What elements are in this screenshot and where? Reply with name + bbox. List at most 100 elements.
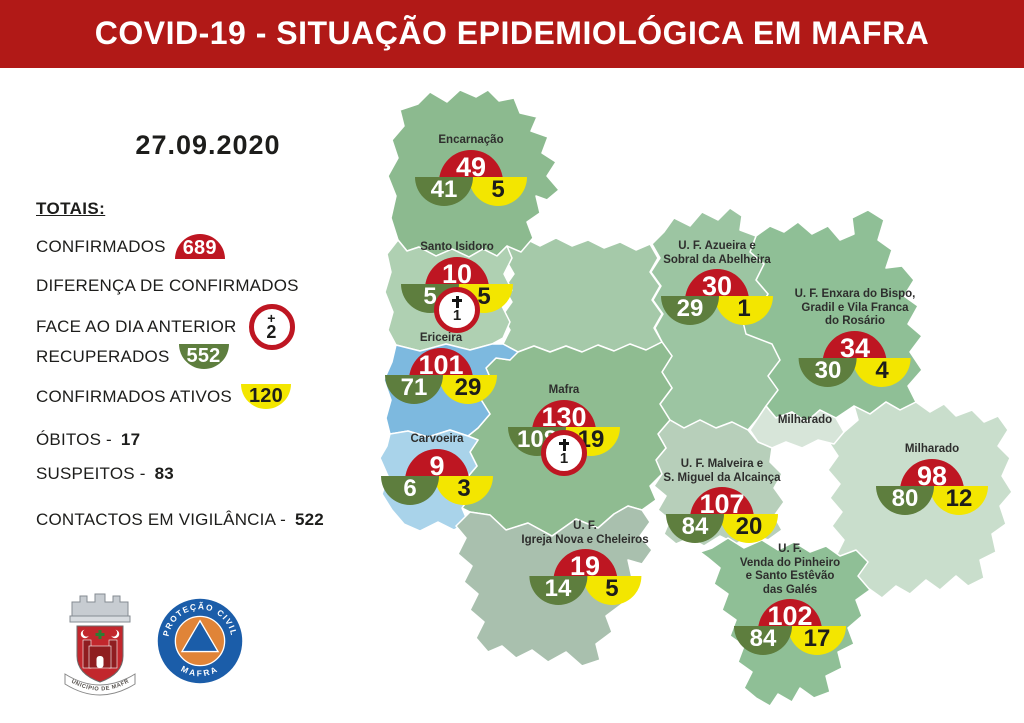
svg-text:MAFRA: MAFRA (180, 663, 221, 678)
region-label: U. F. Malveira e S. Miguel da Alcainça (663, 458, 781, 484)
difference-value: 2 (266, 322, 277, 342)
region-label: Milharado (904, 443, 960, 455)
active-count-badge: 29 (439, 373, 497, 404)
region-badges: 107 84 20 (662, 487, 782, 547)
active-count-badge: 3 (435, 474, 493, 505)
region-label: Ericeira (419, 332, 463, 344)
active-count: 17 (803, 625, 831, 652)
stat-label: CONTACTOS EM VIGILÂNCIA - (36, 510, 286, 529)
active-count: 5 (605, 575, 619, 602)
active-total-badge: 120 (240, 384, 291, 409)
active-count: 20 (735, 513, 763, 540)
region-badges: 34 30 4 (795, 330, 915, 391)
region-badges: 49 41 5 (411, 149, 531, 210)
recovered-count: 29 (676, 295, 704, 322)
header-banner: COVID-19 - SITUAÇÃO EPIDEMIOLÓGICA EM MA… (0, 0, 1024, 68)
municipio-de-mafra-crest: MUNICÍPIO DE MAFRA (55, 583, 136, 696)
confirmed-count: 130 (541, 401, 587, 432)
region-malveira-smalcainca: U. F. Malveira e S. Miguel da Alcainça 1… (662, 458, 782, 547)
stat-diferenca: DIFERENÇA DE CONFIRMADOS FACE AO DIA ANT… (36, 276, 299, 350)
recovered-count: 30 (814, 356, 842, 384)
recovered-count-badge: 14 (528, 575, 587, 605)
active-total-value: 120 (248, 385, 283, 407)
region-venda-pinheiro-galés: U. F. Venda do Pinheiro e Santo Estêvão … (730, 543, 850, 659)
region-igreja-nova-cheleiros: U. F. Igreja Nova e Cheleiros 19 14 5 (521, 520, 649, 609)
active-count-badge: 20 (720, 514, 778, 543)
region-badges: 9 6 3 (377, 448, 497, 509)
confirmed-count-badge: 102 (758, 599, 822, 631)
region-label: U. F. Azueira e Sobral da Abelheira (663, 240, 771, 266)
region-label: Mafra (548, 384, 580, 396)
region-mafra: Mafra 130 108 19 1 (504, 384, 624, 506)
region-label: U. F. Venda do Pinheiro e Santo Estêvão … (739, 543, 841, 596)
contacts-total-value: 522 (294, 510, 324, 529)
recovered-count-badge: 84 (734, 626, 792, 655)
deaths-count: 1 (559, 450, 569, 467)
recovered-total-value: 552 (186, 345, 221, 367)
stat-label: DIFERENÇA DE CONFIRMADOS (36, 276, 299, 295)
recovered-count: 80 (891, 484, 919, 512)
stat-label: ÓBITOS - (36, 430, 112, 449)
cross-icon (558, 439, 570, 451)
deaths-total-value: 17 (120, 430, 141, 449)
confirmed-count: 98 (916, 460, 948, 491)
confirmed-total-badge: 689 (174, 234, 225, 259)
map-region-milharado-west (749, 405, 845, 449)
stat-recuperados: RECUPERADOS 552 (36, 344, 229, 369)
region-badges: 101 71 29 (381, 347, 501, 408)
stat-label: SUSPEITOS - (36, 464, 146, 483)
confirmed-count: 34 (839, 332, 871, 363)
active-count-badge: 1 (715, 296, 773, 325)
recovered-count-badge: 71 (385, 374, 443, 404)
stat-suspeitos: SUSPEITOS - 83 (36, 464, 174, 484)
region-badges: 102 84 17 (730, 599, 850, 659)
recovered-count-badge: 6 (381, 475, 439, 505)
confirmed-total-value: 689 (182, 237, 217, 259)
region-enxara-gradil-vfr: U. F. Enxara do Bispo, Gradil e Vila Fra… (794, 288, 916, 391)
active-count: 5 (491, 175, 505, 203)
map-region-north-band (501, 237, 663, 353)
stat-obitos: ÓBITOS - 17 (36, 430, 140, 450)
logo-arc-text-bottom: MAFRA (180, 663, 219, 678)
active-count-badge: 5 (582, 575, 641, 605)
recovered-count: 41 (430, 175, 458, 203)
report-date: 27.09.2020 (135, 130, 281, 160)
totals-heading: TOTAIS: (36, 199, 106, 218)
recovered-count-badge: 30 (799, 356, 857, 387)
active-count: 12 (945, 484, 973, 512)
region-carvoeira: Carvoeira 9 6 3 (377, 433, 497, 509)
plus-sign: + (267, 310, 276, 326)
active-count: 29 (454, 373, 482, 401)
region-label: Santo Isidoro (420, 241, 494, 253)
region-milharado: Milharado 98 80 12 (872, 443, 992, 519)
recovered-count-badge: 41 (415, 175, 473, 206)
deaths-count: 1 (452, 307, 462, 324)
stat-contactos: CONTACTOS EM VIGILÂNCIA - 522 (36, 510, 324, 530)
active-count-badge: 5 (469, 175, 527, 206)
confirmed-count: 101 (418, 349, 464, 380)
active-count: 5 (477, 282, 491, 310)
civil-protection-triangle-icon (180, 619, 220, 653)
region-label: U. F. Enxara do Bispo, Gradil e Vila Fra… (794, 288, 916, 327)
recovered-count-badge: 84 (666, 514, 724, 543)
region-santo-isidoro: Santo Isidoro 10 5 5 1 (397, 241, 517, 363)
active-count: 4 (875, 356, 889, 384)
confirmed-count-badge: 101 (409, 347, 473, 380)
protecao-civil-mafra-logo: PROTEÇÃO CIVIL MAFRA (157, 598, 243, 684)
deaths-count-badge: 1 (434, 286, 480, 333)
region-badges: 10 5 5 1 (397, 256, 517, 363)
region-label: Carvoeira (410, 433, 464, 445)
region-badges: 30 29 1 (657, 269, 777, 329)
stat-label: FACE AO DIA ANTERIOR (36, 317, 237, 336)
active-count: 3 (457, 474, 471, 502)
region-label: U. F. Igreja Nova e Cheleiros (521, 520, 649, 546)
suspects-total-value: 83 (154, 464, 174, 483)
recovered-count-badge: 29 (661, 296, 719, 325)
stat-ativos: CONFIRMADOS ATIVOS 120 (36, 384, 291, 409)
region-label: Encarnação (438, 134, 504, 146)
active-count-badge: 4 (853, 356, 911, 387)
recovered-count: 14 (544, 575, 572, 602)
active-count-badge: 12 (930, 484, 988, 515)
stat-label: CONFIRMADOS ATIVOS (36, 386, 232, 406)
confirmed-count: 9 (429, 450, 445, 481)
